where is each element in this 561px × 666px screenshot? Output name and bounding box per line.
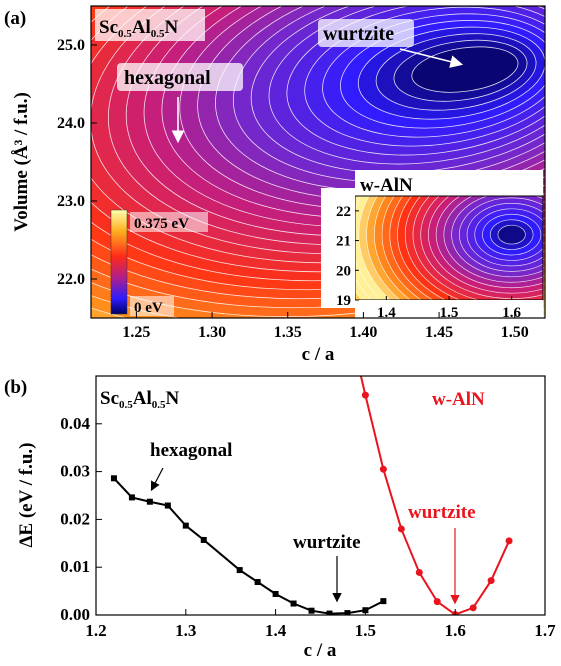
inset-y-tick-label: 19 <box>336 293 351 309</box>
x-tick-label: 1.40 <box>349 324 377 341</box>
wurtzite-arrow <box>399 48 464 68</box>
panel-a-axes: 1.25 1.30 1.35 1.40 1.45 1.50 22.0 23.0 24.0 25.0 <box>57 37 529 341</box>
inset-title-bg <box>355 170 543 196</box>
svg-text:wurtzite: wurtzite <box>323 23 394 45</box>
data-point <box>487 577 495 585</box>
panel-a-material-label: Sc0.5Al0.5N <box>95 9 205 41</box>
panel-b-plot-area <box>96 376 545 615</box>
panel-a-frame <box>90 5 546 319</box>
panel-a-ylabel: Volume (Å³ / f.u.) <box>11 92 32 232</box>
data-point <box>182 522 189 529</box>
data-point <box>272 590 279 597</box>
panel-a-energy-map: 0.375 eV 0 eV Sc0.5Al0.5N hexagonal wurt… <box>4 5 546 365</box>
panel-a-xlabel: c / a <box>302 344 335 365</box>
data-point <box>164 502 171 509</box>
data-point <box>397 525 405 533</box>
data-point <box>110 475 117 482</box>
svg-text:hexagonal: hexagonal <box>124 67 211 89</box>
x-tick-label: 1.2 <box>85 621 106 640</box>
x-tick-label: 1.3 <box>175 621 196 640</box>
inset-y-tick-label: 22 <box>336 204 351 220</box>
data-point <box>236 567 243 574</box>
data-point <box>415 568 423 576</box>
data-point <box>254 579 261 586</box>
x-tick-label: 1.4 <box>265 621 287 640</box>
data-point <box>308 607 315 614</box>
data-point <box>361 391 369 399</box>
data-point <box>380 598 387 605</box>
panel-b-xlabel: c / a <box>304 640 337 661</box>
wurtzite-annotation: wurtzite <box>318 19 464 68</box>
inset-y-tick-label: 21 <box>336 234 351 250</box>
x-tick-label: 1.35 <box>274 324 302 341</box>
inset-x-tick-label: 1.5 <box>440 305 459 321</box>
panel-b-label: (b) <box>4 377 27 398</box>
colorbar-min-label: 0 eV <box>130 296 174 316</box>
data-point <box>146 498 153 505</box>
panel-b-energy-curves: 1.2 1.3 1.4 1.5 1.6 1.7 0.00 0.01 0.02 0.03 0.04 S… <box>4 375 556 661</box>
wurtzite-label-black: wurtzite <box>293 532 361 553</box>
panel-b-ylabel: ΔE (eV / f.u.) <box>16 443 37 548</box>
colorbar <box>110 209 128 315</box>
inset-title: w-AlN <box>360 175 413 196</box>
data-point <box>128 494 135 501</box>
svg-text:0.375 eV: 0.375 eV <box>134 216 189 232</box>
data-point <box>200 536 207 543</box>
x-tick-label: 1.6 <box>445 621 466 640</box>
hexagonal-label-b: hexagonal <box>150 440 232 461</box>
series-line <box>359 376 510 615</box>
data-point <box>326 610 333 615</box>
x-tick-label: 1.50 <box>501 324 529 341</box>
y-tick-label: 0.03 <box>60 462 90 481</box>
panel-b-axes: 1.2 1.3 1.4 1.5 1.6 1.7 0.00 0.01 0.02 0.03 0.04 <box>60 414 556 640</box>
svg-text:0 eV: 0 eV <box>134 300 163 316</box>
x-tick-label: 1.30 <box>198 324 226 341</box>
svg-text:Sc0.5Al0.5N: Sc0.5Al0.5N <box>99 17 179 40</box>
x-tick-label: 1.5 <box>355 621 376 640</box>
y-tick-label: 22.0 <box>57 271 85 288</box>
panel-b-material-label: Sc0.5Al0.5N <box>100 388 180 411</box>
data-point <box>344 610 351 615</box>
y-tick-label: 25.0 <box>57 37 85 54</box>
walN-label-b: w-AlN <box>432 389 485 410</box>
x-tick-label: 1.7 <box>534 621 556 640</box>
inset-axes: 1.4 1.5 1.6 19 20 21 22 <box>321 188 543 322</box>
panel-b-frame <box>95 375 546 616</box>
hexagonal-arrow-b <box>150 467 164 492</box>
data-point <box>505 537 513 545</box>
data-point <box>433 598 441 606</box>
data-point <box>290 600 297 607</box>
wurtzite-label-red: wurtzite <box>408 502 476 523</box>
x-tick-label: 1.25 <box>122 324 150 341</box>
data-point <box>379 465 387 473</box>
hexagonal-annotation: hexagonal <box>117 63 243 144</box>
y-tick-label: 24.0 <box>57 115 85 132</box>
y-tick-label: 23.0 <box>57 193 85 210</box>
y-tick-label: 0.02 <box>60 509 90 528</box>
inset-y-tick-label: 20 <box>336 263 351 279</box>
y-tick-label: 0.04 <box>60 414 90 433</box>
inset-x-tick-label: 1.4 <box>377 305 396 321</box>
colorbar-max-label: 0.375 eV <box>130 212 208 232</box>
y-tick-label: 0.00 <box>60 605 90 624</box>
x-tick-label: 1.45 <box>425 324 453 341</box>
y-tick-label: 0.01 <box>60 557 90 576</box>
data-point <box>469 604 477 612</box>
walN-inset: w-AlN 1.4 1.5 1.6 19 20 21 22 <box>321 170 544 322</box>
inset-x-tick-label: 1.6 <box>502 305 521 321</box>
panel-a-label: (a) <box>4 8 26 29</box>
